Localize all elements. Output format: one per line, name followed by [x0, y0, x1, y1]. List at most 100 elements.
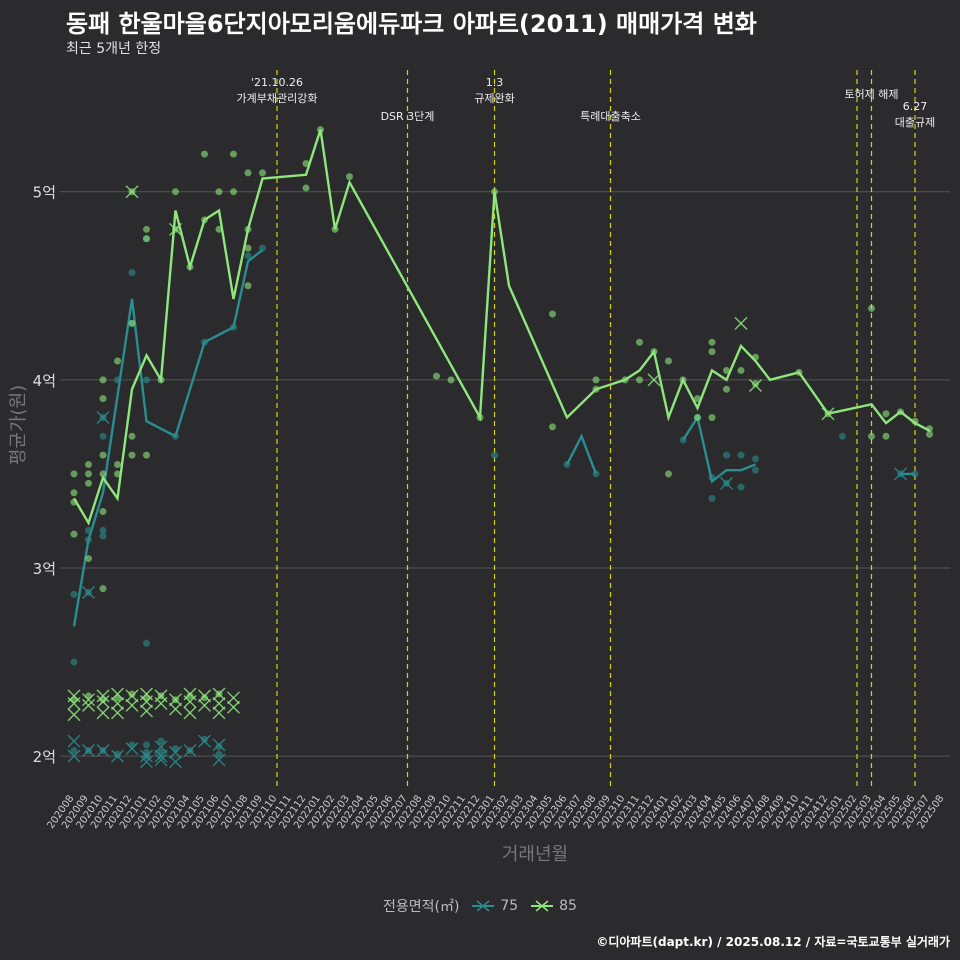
data-point-85 — [128, 432, 136, 440]
data-point-75 — [679, 436, 687, 444]
data-point-75 — [201, 735, 208, 743]
data-cross-85 — [96, 706, 110, 720]
data-cross-75 — [154, 753, 168, 767]
data-cross-85 — [183, 695, 197, 709]
data-point-75 — [85, 536, 92, 544]
data-point-85 — [70, 530, 78, 538]
data-point-85 — [868, 432, 875, 440]
data-point-85 — [230, 188, 237, 196]
data-point-85 — [911, 417, 919, 425]
legend: 전용면적(㎡) 75 85 — [0, 896, 960, 916]
data-point-85 — [70, 470, 78, 478]
data-cross-85 — [183, 706, 197, 720]
event-label: 6.27 — [903, 100, 928, 113]
data-cross-75 — [125, 742, 139, 756]
data-point-75 — [215, 750, 223, 758]
data-point-75 — [70, 658, 78, 666]
event-label: '21.10.26 — [251, 76, 303, 89]
data-point-85 — [244, 225, 252, 233]
data-point-85 — [723, 385, 730, 393]
data-cross-85 — [82, 693, 95, 707]
data-point-85 — [128, 690, 136, 698]
data-cross-85 — [96, 689, 110, 703]
data-point-85 — [85, 555, 92, 563]
data-cross-75 — [96, 743, 110, 757]
data-cross-75 — [720, 476, 733, 490]
data-cross-85 — [82, 698, 95, 712]
data-point-75 — [128, 741, 136, 749]
data-point-85 — [708, 413, 716, 421]
data-point-85 — [186, 263, 194, 271]
data-point-85 — [665, 357, 672, 365]
data-point-85 — [694, 413, 701, 421]
data-point-85 — [636, 376, 643, 384]
data-point-85 — [331, 225, 339, 233]
y-tick-label: 5억 — [33, 184, 56, 202]
legend-item-75: 75 — [470, 898, 518, 914]
data-point-85 — [99, 451, 107, 459]
data-point-85 — [868, 304, 875, 312]
data-point-85 — [201, 694, 208, 702]
data-cross-75 — [198, 734, 211, 748]
data-point-75 — [491, 451, 498, 459]
data-point-85 — [244, 282, 252, 290]
data-point-85 — [926, 425, 933, 433]
data-point-75 — [201, 338, 208, 346]
data-cross-85 — [749, 378, 762, 392]
data-point-85 — [99, 376, 107, 384]
legend-key-85 — [530, 900, 553, 912]
data-point-75 — [128, 269, 136, 277]
data-point-75 — [723, 451, 730, 459]
data-cross-85 — [821, 407, 835, 421]
data-point-85 — [201, 216, 208, 224]
data-point-85 — [201, 150, 208, 158]
data-cross-85 — [125, 698, 139, 712]
data-point-85 — [157, 376, 165, 384]
data-point-75 — [737, 483, 745, 491]
data-point-85 — [737, 366, 745, 374]
data-point-75 — [99, 432, 107, 440]
data-cross-75 — [67, 734, 81, 748]
data-point-85 — [302, 159, 310, 167]
data-point-85 — [85, 470, 92, 478]
data-point-85 — [708, 348, 716, 356]
data-cross-85 — [125, 689, 139, 703]
event-label: 대출규제 — [895, 116, 935, 129]
data-point-75 — [230, 323, 237, 331]
data-cross-85 — [111, 687, 124, 701]
series-line-85 — [72, 129, 931, 526]
data-point-85 — [99, 395, 107, 403]
data-cross-85 — [212, 706, 226, 720]
data-point-75 — [592, 470, 600, 478]
data-point-85 — [244, 244, 252, 252]
data-point-75 — [752, 455, 759, 463]
event-label: 1.3 — [486, 76, 504, 89]
data-cross-75 — [169, 745, 182, 759]
data-cross-85 — [198, 698, 211, 712]
y-axis-title: 평균가(원) — [8, 385, 29, 465]
chart-subtitle: 최근 5개년 한정 — [66, 41, 162, 57]
event-label: 토허제 해제 — [844, 87, 898, 101]
legend-label-85: 85 — [559, 898, 577, 914]
data-point-85 — [85, 461, 92, 469]
data-cross-75 — [154, 749, 168, 763]
y-tick-label: 3억 — [33, 560, 56, 578]
data-point-85 — [882, 432, 890, 440]
data-point-85 — [665, 470, 672, 478]
data-point-85 — [549, 310, 556, 318]
event-label: DSR 3단계 — [381, 110, 435, 123]
data-cross-85 — [125, 185, 139, 199]
data-point-85 — [897, 408, 904, 416]
data-cross-85 — [67, 708, 81, 722]
data-point-85 — [259, 169, 266, 177]
data-cross-75 — [183, 743, 197, 757]
data-point-85 — [592, 376, 600, 384]
data-point-75 — [708, 474, 716, 482]
data-point-85 — [795, 368, 803, 376]
series-line-75 — [72, 249, 264, 627]
data-point-75 — [172, 432, 179, 440]
data-cross-75 — [140, 749, 153, 763]
data-cross-85 — [227, 700, 240, 714]
data-point-85 — [70, 696, 78, 704]
data-point-85 — [70, 498, 78, 506]
